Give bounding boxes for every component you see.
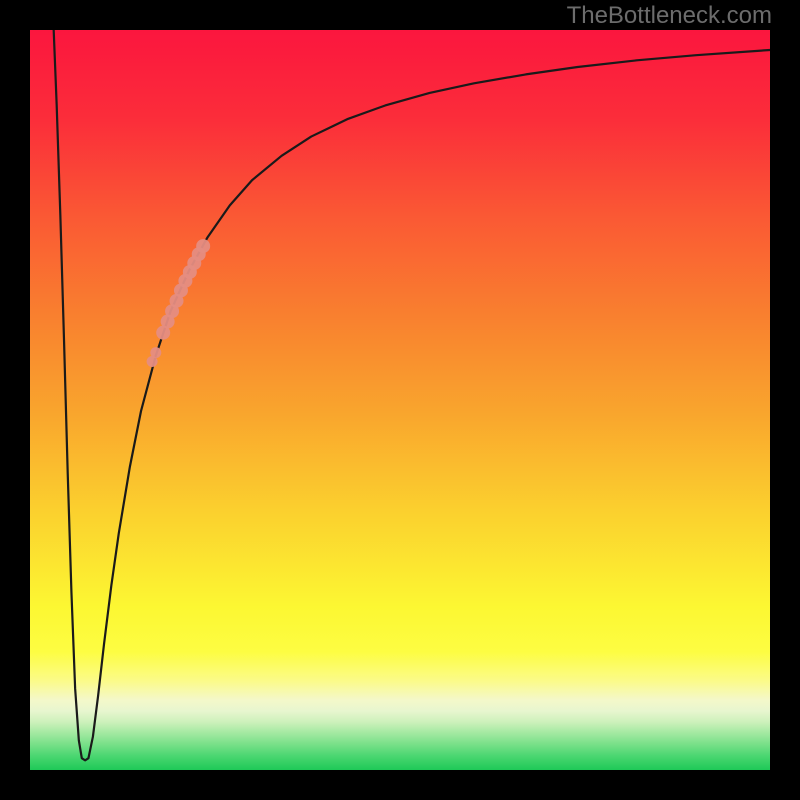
watermark-text: TheBottleneck.com xyxy=(567,2,772,30)
highlight-marker xyxy=(150,347,161,358)
marker-group-primary xyxy=(156,239,210,340)
bottleneck-curve xyxy=(54,30,770,760)
plot-overlay-svg xyxy=(30,30,770,770)
chart-frame: TheBottleneck.com xyxy=(0,0,800,800)
highlight-marker xyxy=(196,239,210,253)
marker-group-secondary xyxy=(147,347,162,367)
plot-area xyxy=(30,30,770,770)
